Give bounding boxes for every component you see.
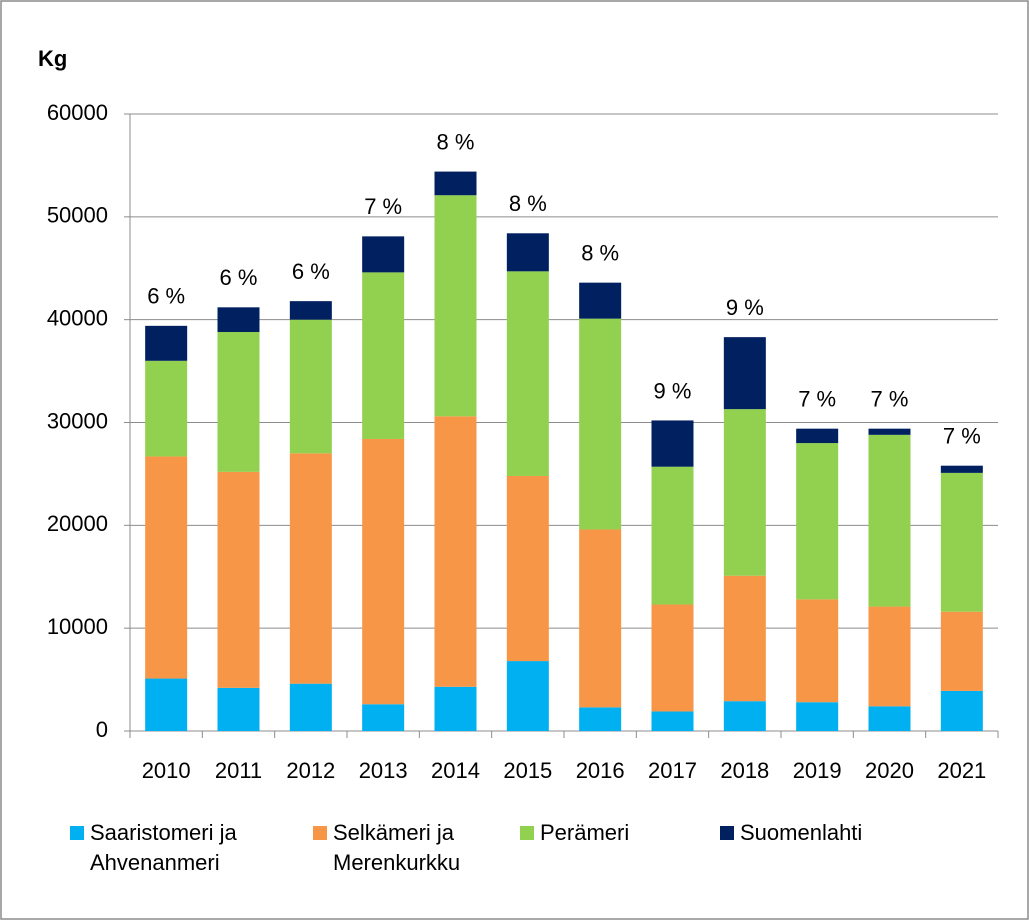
legend: Saaristomeri ja Ahvenanmeri Selkämeri ja … <box>70 818 920 878</box>
y-tick-label: 20000 <box>47 511 108 536</box>
bar-segment <box>289 453 332 684</box>
legend-swatch <box>720 826 734 840</box>
bar-segment <box>506 271 549 476</box>
bar-segment <box>868 706 911 731</box>
x-tick-label: 2011 <box>215 758 262 783</box>
bar-segment <box>940 611 983 691</box>
bar-segment <box>217 332 260 472</box>
bar-segment <box>362 704 405 731</box>
bar-segment <box>579 318 622 530</box>
y-tick-label: 50000 <box>47 203 108 228</box>
bar-label: 9 % <box>726 295 764 320</box>
bar-segment <box>506 233 549 272</box>
bar-segment <box>362 438 405 705</box>
bar-segment <box>796 428 839 444</box>
bar-segment <box>723 337 766 410</box>
bar-segment <box>362 272 405 439</box>
bar-segment <box>434 195 477 417</box>
bar-segment <box>651 420 694 467</box>
bar-segment <box>217 307 260 333</box>
bar-segment <box>434 686 477 731</box>
bar-segment <box>217 687 260 731</box>
bar-segment <box>289 683 332 731</box>
bar-segment <box>723 575 766 702</box>
legend-item: Selkämeri ja Merenkurkku <box>313 818 520 878</box>
bar-segment <box>868 434 911 607</box>
x-tick-label: 2015 <box>503 758 552 783</box>
legend-item: Saaristomeri ja Ahvenanmeri <box>70 818 313 878</box>
bar-segment <box>796 443 839 600</box>
x-tick-label: 2013 <box>359 758 408 783</box>
bar-label: 8 % <box>581 240 619 265</box>
bar-segment <box>145 456 188 679</box>
bar-label: 6 % <box>292 259 330 284</box>
bar-segment <box>651 604 694 712</box>
bar-segment <box>723 701 766 731</box>
bar-segment <box>434 416 477 687</box>
bar-segment <box>579 707 622 731</box>
legend-swatch <box>70 826 84 840</box>
x-tick-label: 2010 <box>142 758 191 783</box>
bar-label: 7 % <box>943 424 981 449</box>
y-axis-label: Kg <box>38 46 67 71</box>
legend-swatch <box>313 826 327 840</box>
legend-item: Suomenlahti <box>720 818 920 878</box>
bar-segment <box>145 325 188 361</box>
bar-segment <box>579 529 622 708</box>
bar-segment <box>723 409 766 576</box>
bar-segment <box>289 301 332 320</box>
bar-segment <box>796 702 839 731</box>
legend-label: Perämeri <box>540 820 630 845</box>
x-tick-label: 2019 <box>793 758 842 783</box>
bar-segment <box>289 319 332 454</box>
x-tick-label: 2020 <box>865 758 914 783</box>
bar-segment <box>868 428 911 435</box>
bar-segment <box>940 465 983 473</box>
bar-label: 7 % <box>798 386 836 411</box>
y-tick-label: 0 <box>96 717 108 742</box>
bar-segment <box>579 282 622 319</box>
y-tick-label: 30000 <box>47 408 108 433</box>
bar-segment <box>506 475 549 662</box>
bar-segment <box>145 678 188 731</box>
bar-label: 7 % <box>871 386 909 411</box>
legend-label: Suomenlahti <box>740 820 863 845</box>
x-tick-label: 2018 <box>720 758 769 783</box>
y-tick-label: 10000 <box>47 614 108 639</box>
bar-segment <box>217 471 260 688</box>
bar-segment <box>434 171 477 196</box>
bar-segment <box>940 690 983 731</box>
bar-label: 6 % <box>147 284 185 309</box>
legend-swatch <box>520 826 534 840</box>
x-tick-label: 2012 <box>286 758 335 783</box>
bar-segment <box>868 606 911 707</box>
bar-label: 7 % <box>364 194 402 219</box>
legend-item: Perämeri <box>520 818 720 878</box>
bar-segment <box>362 236 405 273</box>
x-tick-label: 2021 <box>937 758 986 783</box>
bar-segment <box>506 661 549 731</box>
x-tick-label: 2014 <box>431 758 480 783</box>
bar-segment <box>796 599 839 703</box>
y-tick-label: 60000 <box>47 100 108 125</box>
bar-label: 8 % <box>437 129 475 154</box>
bar-label: 9 % <box>654 378 692 403</box>
y-tick-label: 40000 <box>47 305 108 330</box>
bar-segment <box>651 466 694 605</box>
bar-segment <box>940 472 983 612</box>
legend-label: Saaristomeri ja Ahvenanmeri <box>90 820 237 875</box>
x-tick-label: 2017 <box>648 758 697 783</box>
x-tick-label: 2016 <box>576 758 625 783</box>
bar-label: 8 % <box>509 191 547 216</box>
legend-label: Selkämeri ja Merenkurkku <box>333 820 461 875</box>
bar-segment <box>145 360 188 457</box>
bar-segment <box>651 711 694 731</box>
bar-label: 6 % <box>220 265 258 290</box>
